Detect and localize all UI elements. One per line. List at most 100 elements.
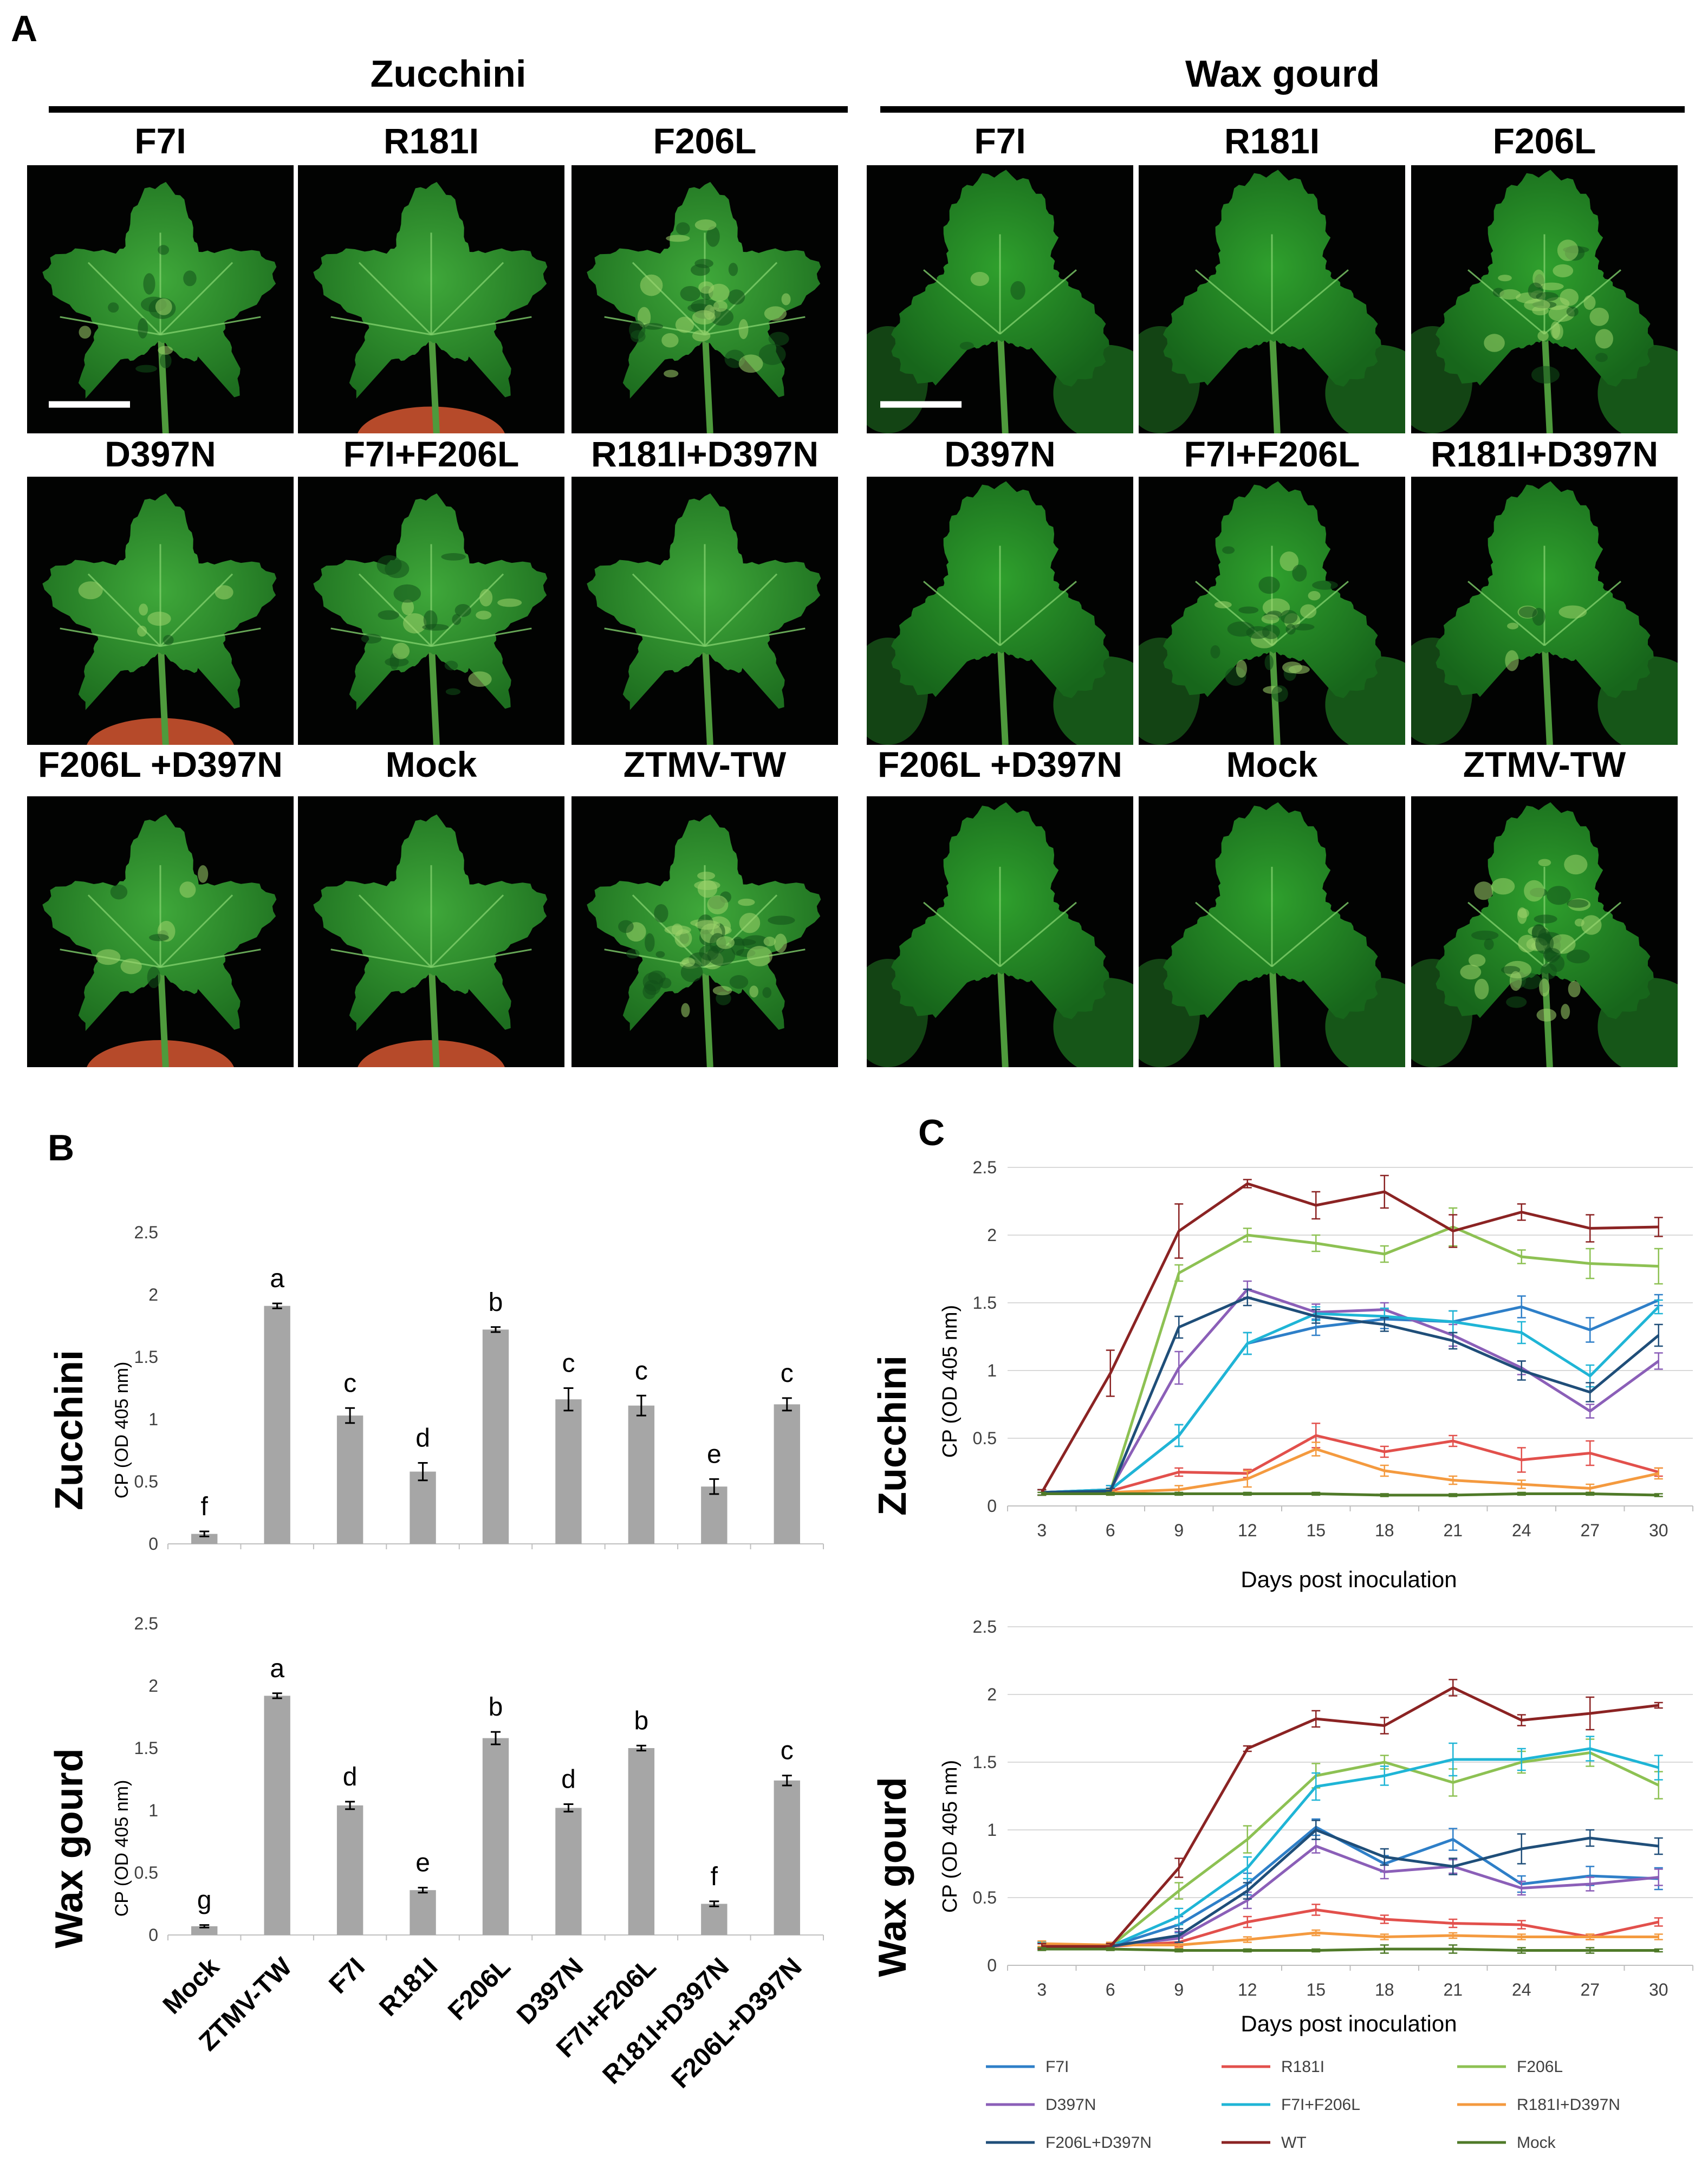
leaf-photo-wax-gourd-mock (1139, 796, 1405, 1067)
y-axis-label: CP (OD 405 nm) (112, 1362, 132, 1499)
significance-letter: f (201, 1492, 209, 1521)
mottle-spot (1484, 334, 1505, 352)
x-tick-label: 30 (1649, 1980, 1668, 1999)
mottle-spot (1539, 978, 1550, 997)
significance-letter: b (634, 1706, 649, 1735)
mottle-spot (1271, 685, 1288, 703)
mottle-spot (401, 599, 414, 615)
leaf-vein (160, 627, 261, 647)
mottle-spot (1264, 654, 1274, 671)
mottle-spot (1581, 915, 1602, 935)
mottle-spot (1564, 854, 1588, 875)
significance-letter: e (415, 1849, 430, 1878)
y-tick-label: 1.5 (973, 1752, 997, 1772)
mottle-spot (675, 316, 694, 333)
leaf-photo-wax-gourd-ztmv-tw (1411, 796, 1678, 1067)
series-line-f206l-d397n (1042, 1828, 1659, 1948)
mottle-spot (1518, 606, 1537, 618)
leaf-vein (1467, 581, 1545, 646)
y-tick-label: 0 (987, 1956, 997, 1975)
leaf-label-r181i-d397n: R181I+D397N (1430, 434, 1659, 474)
mottle-spot (659, 977, 672, 989)
x-tick-label: Mock (158, 1952, 225, 2019)
mottle-spot (697, 872, 716, 880)
mottle-spot (1583, 295, 1596, 310)
leaf-label-f7i: F7I (134, 121, 186, 161)
leaf-blade (313, 493, 548, 710)
mottle-spot (183, 270, 197, 287)
bar-ztmv-tw (264, 1696, 290, 1935)
x-tick-label: F7I (323, 1952, 371, 1999)
mottle-spot (1506, 996, 1527, 1008)
leaf-stem (1269, 958, 1281, 1067)
mottle-spot (215, 585, 233, 600)
mottle-spot (1574, 918, 1584, 927)
y-tick-label: 1.5 (973, 1293, 997, 1313)
bar-chart-zucchini: Zucchini CP (OD 405 nm) 0 0.5 1 1.5 2 2.5 f a c d… (48, 1223, 824, 1554)
leaf-photo-zucchini-mock (298, 796, 564, 1067)
leaf-vein (330, 949, 432, 968)
mottle-spot (1540, 963, 1557, 979)
mottle-spot (361, 634, 382, 644)
mottle-spot (654, 904, 668, 923)
significance-letter: e (707, 1440, 722, 1469)
x-tick-label: 30 (1649, 1521, 1668, 1540)
mottle-spot (738, 354, 763, 373)
mottle-spot (768, 332, 789, 346)
significance-letter: d (561, 1765, 576, 1794)
mottle-spot (1524, 880, 1544, 902)
mottle-spot (728, 263, 738, 276)
leaf-vein (704, 573, 778, 647)
mottle-spot (680, 962, 703, 983)
leaf-image (867, 802, 1133, 1067)
mottle-spot (1238, 606, 1259, 614)
x-tick-label: 6 (1106, 1521, 1115, 1540)
row-label-zucchini: Zucchini (48, 1350, 91, 1510)
x-tick-label: 21 (1443, 1521, 1463, 1540)
mottle-spot (716, 936, 735, 949)
mottle-spot (497, 598, 522, 607)
leaf-label-f206l-d397n: F206L +D397N (878, 744, 1122, 784)
leaf-label-f206l: F206L (653, 121, 757, 161)
leaf-image (1411, 802, 1678, 1067)
mottle-spot (970, 271, 989, 286)
leaf-photo-zucchini-f206l-d397n (27, 796, 294, 1067)
mottle-spot (1471, 930, 1499, 940)
bar-f206l-d397n (774, 1780, 800, 1935)
leaf-vein (1271, 269, 1349, 335)
leaf-image (587, 493, 821, 745)
mottle-spot (694, 920, 720, 930)
mottle-spot (108, 302, 119, 313)
mottle-spot (1236, 660, 1247, 678)
leaf-image (42, 181, 277, 433)
pot-icon (87, 1040, 234, 1067)
leaf-vein (923, 901, 1001, 967)
x-tick-label: 9 (1174, 1980, 1184, 1999)
mottle-spot (96, 949, 121, 965)
leaf-blade (42, 493, 277, 710)
mottle-spot (110, 884, 128, 900)
leaf-vein (1467, 901, 1545, 967)
x-tick-label: 27 (1580, 1521, 1600, 1540)
row-label-waxgourd: Wax gourd (871, 1777, 914, 1977)
legend-label-r181i: R181I (1281, 2058, 1324, 2076)
leaf-image (42, 493, 277, 745)
mottle-spot (1300, 604, 1317, 619)
leaf-blade (313, 181, 548, 399)
group-rule-zucchini (49, 106, 848, 113)
mottle-spot (376, 555, 402, 575)
mottle-spot (452, 614, 462, 625)
mottle-spot (1595, 329, 1614, 349)
leaf-photo-wax-gourd-d397n (867, 477, 1133, 745)
y-tick-label: 2.5 (134, 1614, 158, 1633)
leaf-vein (87, 894, 161, 968)
mottle-spot (392, 642, 410, 659)
mottle-spot (1308, 591, 1321, 601)
leaf-stem (1541, 637, 1553, 745)
mottle-spot (781, 293, 791, 306)
bar-f7i (336, 1415, 363, 1544)
leaf-image (313, 181, 548, 433)
leaf-vein (431, 316, 532, 336)
mottle-spot (378, 610, 399, 620)
leaf-vein (431, 627, 532, 647)
